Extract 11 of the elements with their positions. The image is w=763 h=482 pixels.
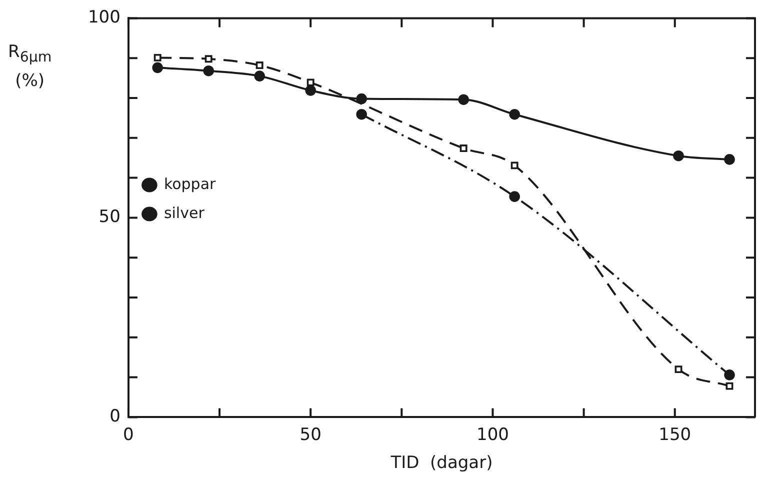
x-tick-label: 150 [658,424,692,445]
y-tick-label: 50 [98,207,120,228]
x-axis-title: TID (dagar) [390,453,493,474]
x-tick-label: 0 [123,424,134,445]
legend-label: koppar [164,174,217,193]
x-tick-label: 100 [476,424,509,445]
y-axis-title: R$_{6μm}$ (%) [8,41,52,94]
x-tick-label: 50 [300,424,322,445]
y-tick-label: 0 [110,406,120,427]
y-tick-label: 100 [88,8,120,28]
legend-label: silver [164,204,206,222]
